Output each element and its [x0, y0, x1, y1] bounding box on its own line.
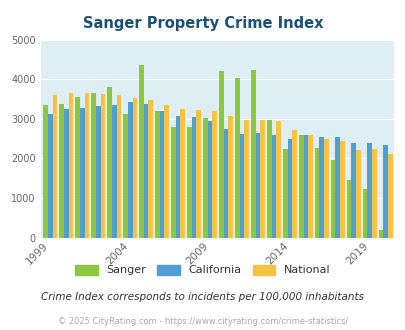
Bar: [212, 111, 217, 238]
Bar: [159, 111, 164, 238]
Bar: [128, 102, 132, 238]
Bar: [244, 120, 249, 238]
Bar: [250, 70, 255, 238]
Bar: [154, 111, 159, 238]
Bar: [351, 143, 355, 238]
Bar: [387, 154, 392, 238]
Bar: [175, 116, 180, 238]
Bar: [111, 105, 116, 238]
Bar: [202, 118, 207, 238]
Bar: [68, 93, 73, 238]
Bar: [319, 137, 324, 238]
Bar: [223, 129, 228, 238]
Bar: [307, 135, 312, 238]
Bar: [107, 87, 111, 238]
Bar: [330, 160, 335, 238]
Bar: [266, 120, 271, 238]
Text: Crime Index corresponds to incidents per 100,000 inhabitants: Crime Index corresponds to incidents per…: [41, 292, 364, 302]
Bar: [303, 135, 307, 238]
Bar: [64, 109, 68, 238]
Bar: [148, 100, 153, 238]
Bar: [282, 149, 287, 238]
Bar: [79, 108, 84, 238]
Bar: [191, 117, 196, 238]
Bar: [378, 230, 382, 238]
Bar: [271, 135, 276, 238]
Bar: [260, 120, 264, 238]
Bar: [186, 127, 191, 238]
Bar: [75, 97, 79, 238]
Bar: [367, 143, 371, 238]
Bar: [292, 130, 296, 238]
Text: Sanger Property Crime Index: Sanger Property Crime Index: [83, 16, 322, 31]
Bar: [371, 149, 376, 238]
Bar: [143, 104, 148, 238]
Bar: [59, 104, 64, 238]
Bar: [346, 180, 351, 238]
Bar: [218, 71, 223, 238]
Bar: [171, 127, 175, 238]
Bar: [324, 139, 328, 238]
Bar: [91, 93, 96, 238]
Bar: [339, 141, 344, 238]
Bar: [100, 94, 105, 238]
Bar: [196, 111, 201, 238]
Bar: [355, 150, 360, 238]
Bar: [116, 95, 121, 238]
Bar: [53, 95, 57, 238]
Bar: [382, 145, 387, 238]
Bar: [239, 134, 244, 238]
Bar: [228, 116, 232, 238]
Bar: [362, 189, 367, 238]
Bar: [139, 65, 143, 238]
Bar: [298, 135, 303, 238]
Bar: [234, 79, 239, 238]
Bar: [96, 106, 100, 238]
Bar: [255, 133, 260, 238]
Bar: [287, 139, 292, 238]
Bar: [180, 109, 185, 238]
Bar: [123, 114, 128, 238]
Legend: Sanger, California, National: Sanger, California, National: [72, 261, 333, 279]
Bar: [207, 121, 212, 238]
Bar: [43, 105, 48, 238]
Text: © 2025 CityRating.com - https://www.cityrating.com/crime-statistics/: © 2025 CityRating.com - https://www.city…: [58, 317, 347, 326]
Bar: [335, 137, 339, 238]
Bar: [48, 114, 53, 238]
Bar: [132, 98, 137, 238]
Bar: [314, 148, 319, 238]
Bar: [164, 105, 169, 238]
Bar: [276, 121, 280, 238]
Bar: [84, 93, 89, 238]
